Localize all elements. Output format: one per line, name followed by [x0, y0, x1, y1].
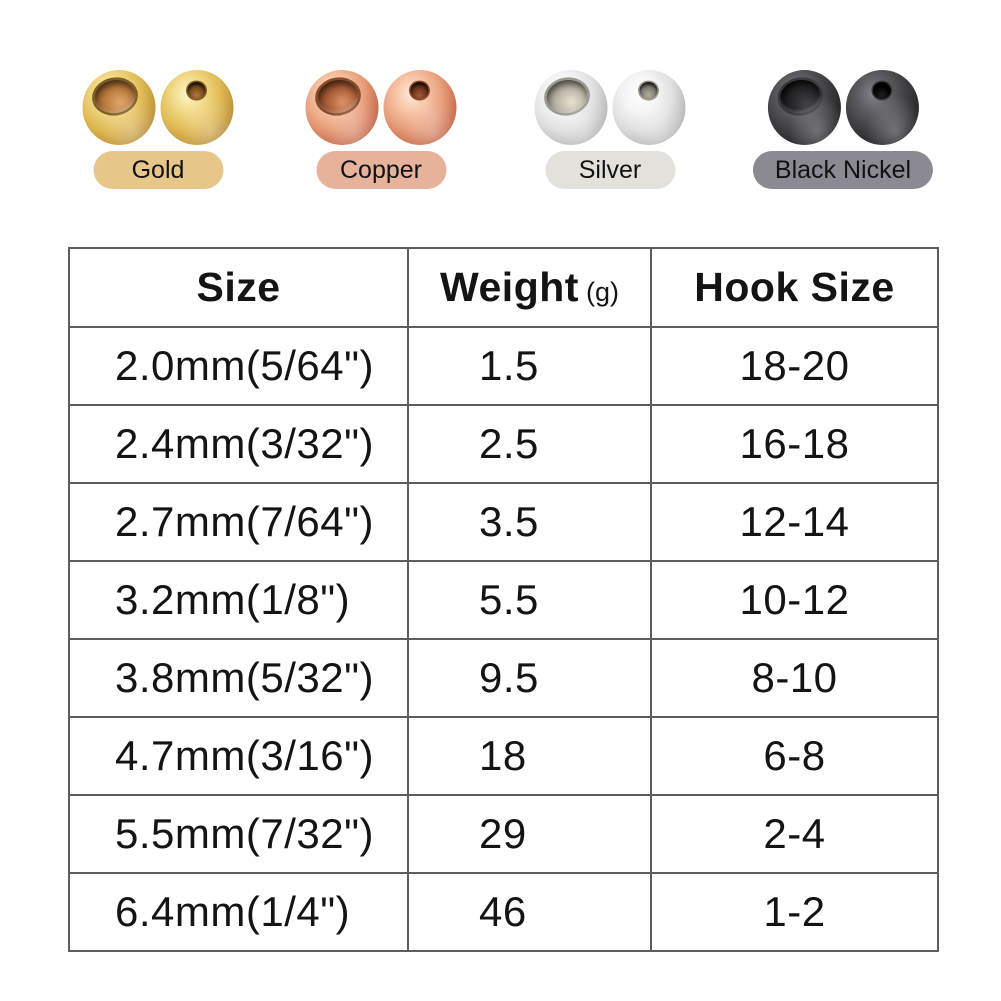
size-cell: 2.7mm(7/64") [68, 482, 409, 562]
bead-shine [383, 70, 457, 145]
bead-shine [82, 70, 156, 145]
bead-shine [845, 70, 919, 145]
size-cell: 4.7mm(3/16") [68, 716, 409, 796]
black-nickel-bead-countersunk [767, 70, 841, 145]
gold-bead [160, 70, 234, 145]
gold-bead-countersunk [82, 70, 156, 145]
bead-shine [305, 70, 379, 145]
bead-hole [872, 82, 891, 99]
table-row: 3.8mm(5/32") 9.5 8-10 [68, 638, 939, 718]
size-cell: 3.2mm(1/8") [68, 560, 409, 640]
bead-shine [767, 70, 841, 145]
bead-shine [160, 70, 234, 145]
table-row: 5.5mm(7/32") 29 2-4 [68, 794, 939, 874]
silver-bead-pair [534, 70, 686, 145]
weight-label: Weight [440, 264, 579, 310]
bead-hole [639, 82, 658, 99]
hook-size-cell: 1-2 [650, 872, 939, 952]
table-row: 2.7mm(7/64") 3.5 12-14 [68, 482, 939, 562]
bead-group-black-nickel: Black Nickel [752, 70, 934, 189]
table-row: 3.2mm(1/8") 5.5 10-12 [68, 560, 939, 640]
table-row: 4.7mm(3/16") 18 6-8 [68, 716, 939, 796]
table-row: 2.4mm(3/32") 2.5 16-18 [68, 404, 939, 484]
bead-shine [612, 70, 686, 145]
black-nickel-bead-pair [767, 70, 919, 145]
bead-group-silver: Silver [534, 70, 686, 189]
weight-cell: 1.5 [407, 326, 652, 406]
size-cell: 2.0mm(5/64") [68, 326, 409, 406]
gold-bead-pair [82, 70, 234, 145]
color-label: Copper [340, 155, 422, 184]
col-header-hook-size: Hook Size [650, 247, 939, 328]
col-header-weight: Weight (g) [407, 247, 652, 328]
bead-shine [534, 70, 608, 145]
hook-size-cell: 16-18 [650, 404, 939, 484]
weight-cell: 18 [407, 716, 652, 796]
silver-bead-countersunk [534, 70, 608, 145]
size-cell: 6.4mm(1/4") [68, 872, 409, 952]
silver-bead [612, 70, 686, 145]
color-label: Gold [131, 155, 185, 184]
color-label-pill-gold: Gold [93, 151, 223, 189]
size-chart-table: Size Weight (g) Hook Size 2.0mm(5/64") 1.… [68, 247, 939, 952]
size-cell: 2.4mm(3/32") [68, 404, 409, 484]
color-label-pill-copper: Copper [316, 151, 446, 189]
weight-cell: 2.5 [407, 404, 652, 484]
black-nickel-bead [845, 70, 919, 145]
copper-bead-countersunk [305, 70, 379, 145]
color-label: Black Nickel [774, 155, 912, 184]
bead-group-gold: Gold [82, 70, 234, 189]
bead-hole [410, 82, 429, 99]
color-label-pill-black-nickel: Black Nickel [752, 151, 934, 189]
color-label: Silver [578, 155, 642, 184]
table-header-row: Size Weight (g) Hook Size [68, 247, 939, 328]
color-label-pill-silver: Silver [545, 151, 675, 189]
copper-bead [383, 70, 457, 145]
hook-size-cell: 18-20 [650, 326, 939, 406]
weight-unit-label: (g) [585, 277, 619, 307]
col-header-size: Size [68, 247, 409, 328]
weight-cell: 46 [407, 872, 652, 952]
weight-cell: 9.5 [407, 638, 652, 718]
hook-size-cell: 12-14 [650, 482, 939, 562]
table-row: 6.4mm(1/4") 46 1-2 [68, 872, 939, 952]
bead-group-copper: Copper [305, 70, 457, 189]
bead-hole [187, 82, 206, 99]
weight-cell: 3.5 [407, 482, 652, 562]
weight-cell: 29 [407, 794, 652, 874]
hook-size-cell: 6-8 [650, 716, 939, 796]
weight-cell: 5.5 [407, 560, 652, 640]
hook-size-cell: 10-12 [650, 560, 939, 640]
table-row: 2.0mm(5/64") 1.5 18-20 [68, 326, 939, 406]
size-cell: 5.5mm(7/32") [68, 794, 409, 874]
size-cell: 3.8mm(5/32") [68, 638, 409, 718]
hook-size-cell: 8-10 [650, 638, 939, 718]
hook-size-cell: 2-4 [650, 794, 939, 874]
copper-bead-pair [305, 70, 457, 145]
